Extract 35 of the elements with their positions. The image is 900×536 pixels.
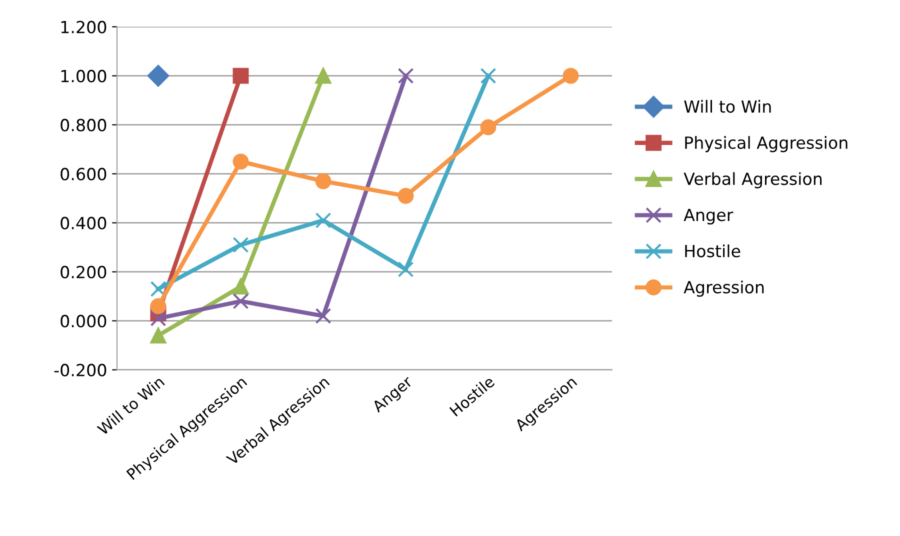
- point: [147, 64, 170, 87]
- point: [480, 68, 496, 84]
- legend-label: Will to Win: [684, 100, 771, 113]
- point: [150, 310, 166, 326]
- point: [232, 236, 249, 253]
- legend-label: Physical Aggression: [685, 136, 848, 152]
- point: [232, 154, 249, 170]
- point: [150, 280, 166, 297]
- point: [150, 328, 166, 344]
- legend-label: Verbal Agression: [684, 172, 822, 188]
- y-tick-label: 0.200: [60, 266, 106, 278]
- x-tick-label: Will to Win: [96, 376, 165, 436]
- point: [315, 68, 332, 84]
- point: [398, 68, 414, 84]
- point: [315, 173, 332, 190]
- y-tick-label: -0.200: [54, 364, 106, 376]
- y-tick-label: 0.000: [60, 314, 106, 328]
- point: [150, 298, 166, 314]
- point: [480, 119, 496, 136]
- y-tick-label: 0.600: [60, 168, 106, 180]
- point: [232, 68, 249, 84]
- point: [232, 278, 249, 295]
- point: [398, 261, 414, 278]
- y-tick-label: 0.400: [60, 216, 106, 230]
- y-tick-label: 0.800: [60, 118, 106, 132]
- point: [562, 68, 579, 84]
- point: [315, 212, 332, 228]
- legend-label: Anger: [684, 208, 734, 224]
- point: [232, 293, 249, 310]
- legend-label: Agression: [684, 280, 764, 297]
- y-tick-label: 1.000: [61, 70, 106, 82]
- point: [398, 188, 414, 204]
- y-tick-label: 1.200: [61, 20, 106, 34]
- legend-label: Hostile: [685, 244, 740, 258]
- point: [315, 308, 332, 324]
